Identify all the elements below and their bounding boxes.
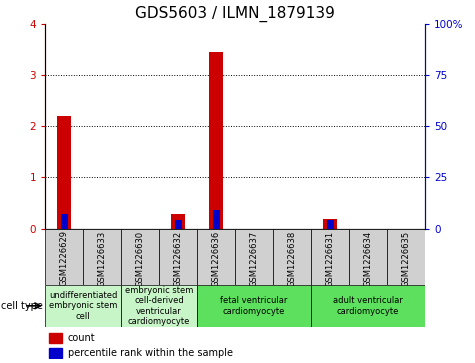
Bar [311, 285, 425, 327]
Text: adult ventricular
cardiomyocyte: adult ventricular cardiomyocyte [333, 296, 403, 315]
Bar [121, 285, 197, 327]
Bar [175, 220, 181, 229]
Bar [311, 229, 349, 285]
Text: cell type: cell type [1, 301, 43, 311]
Text: GSM1226635: GSM1226635 [402, 231, 410, 286]
Text: GSM1226637: GSM1226637 [250, 231, 258, 287]
Bar [327, 220, 333, 229]
Bar [45, 229, 83, 285]
Text: GSM1226629: GSM1226629 [60, 231, 68, 286]
Bar [235, 229, 273, 285]
Bar [209, 52, 223, 229]
Bar [45, 285, 121, 327]
Text: GSM1226630: GSM1226630 [136, 231, 144, 286]
Bar [273, 229, 311, 285]
Bar [61, 214, 67, 229]
Bar [121, 229, 159, 285]
Bar [49, 333, 62, 343]
Text: GSM1226634: GSM1226634 [364, 231, 372, 286]
Text: fetal ventricular
cardiomyocyte: fetal ventricular cardiomyocyte [220, 296, 288, 315]
Text: GSM1226631: GSM1226631 [326, 231, 334, 286]
Bar [49, 348, 62, 358]
Bar [197, 285, 311, 327]
Bar [213, 210, 219, 229]
Text: percentile rank within the sample: percentile rank within the sample [68, 348, 233, 358]
Text: GSM1226638: GSM1226638 [288, 231, 296, 287]
Text: count: count [68, 333, 95, 343]
Bar [323, 220, 337, 229]
Bar [83, 229, 121, 285]
Bar [159, 229, 197, 285]
Text: GSM1226633: GSM1226633 [98, 231, 106, 287]
Bar [197, 229, 235, 285]
Text: GSM1226632: GSM1226632 [174, 231, 182, 286]
Text: embryonic stem
cell-derived
ventricular
cardiomyocyte: embryonic stem cell-derived ventricular … [125, 286, 193, 326]
Bar [349, 229, 387, 285]
Bar [171, 214, 185, 229]
Title: GDS5603 / ILMN_1879139: GDS5603 / ILMN_1879139 [135, 6, 335, 22]
Text: GSM1226636: GSM1226636 [212, 231, 220, 287]
Bar [57, 116, 71, 229]
Text: undifferentiated
embryonic stem
cell: undifferentiated embryonic stem cell [49, 291, 117, 321]
Bar [387, 229, 425, 285]
